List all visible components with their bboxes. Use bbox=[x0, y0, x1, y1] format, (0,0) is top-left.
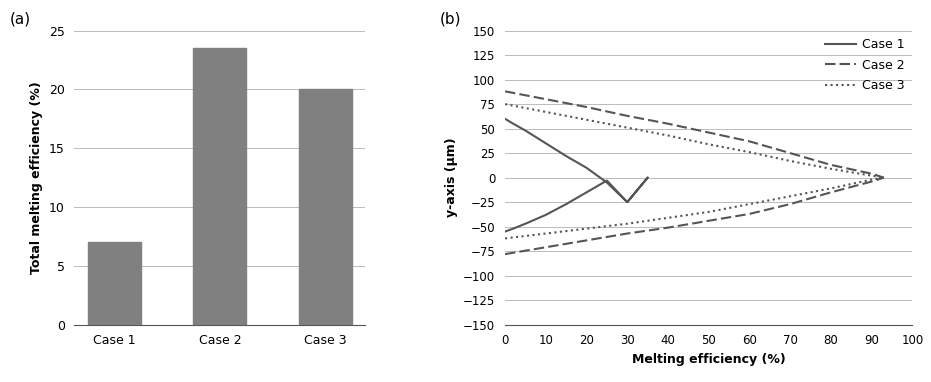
Line: Case 3: Case 3 bbox=[505, 104, 884, 178]
Bar bbox=[88, 242, 141, 325]
Case 1 bbox=[601, 178, 613, 183]
Text: (b): (b) bbox=[439, 11, 462, 26]
Case 1 bbox=[642, 175, 654, 180]
Case 1 bbox=[507, 121, 519, 126]
Text: (a): (a) bbox=[9, 11, 31, 26]
Case 3 bbox=[866, 173, 877, 178]
Y-axis label: Total melting efficiency (%): Total melting efficiency (%) bbox=[31, 81, 44, 274]
Case 1 bbox=[519, 222, 531, 226]
Line: Case 1: Case 1 bbox=[505, 119, 648, 231]
Case 2 bbox=[866, 172, 877, 176]
Case 1 bbox=[601, 180, 613, 185]
Case 1 bbox=[519, 128, 531, 133]
Y-axis label: y-axis (μm): y-axis (μm) bbox=[444, 138, 457, 217]
Case 3 bbox=[825, 167, 836, 171]
Case 2 bbox=[540, 97, 551, 102]
Case 2 bbox=[703, 130, 714, 135]
Case 2 bbox=[581, 105, 592, 109]
Case 3 bbox=[878, 175, 889, 180]
Case 3 bbox=[703, 142, 714, 147]
Case 1 bbox=[581, 190, 592, 194]
Case 2 bbox=[785, 151, 796, 155]
Case 1 bbox=[560, 154, 572, 159]
Case 1 bbox=[622, 200, 633, 204]
X-axis label: Melting efficiency (%): Melting efficiency (%) bbox=[632, 353, 786, 366]
Case 3 bbox=[581, 118, 592, 122]
Case 3 bbox=[499, 102, 510, 107]
Case 1 bbox=[642, 175, 654, 180]
Case 2 bbox=[622, 113, 633, 118]
Case 2 bbox=[878, 175, 889, 180]
Case 2 bbox=[744, 139, 755, 144]
Case 3 bbox=[540, 110, 551, 114]
Case 3 bbox=[744, 150, 755, 154]
Case 1 bbox=[622, 200, 633, 204]
Case 1 bbox=[499, 117, 510, 121]
Case 2 bbox=[499, 89, 510, 94]
Case 1 bbox=[540, 141, 551, 146]
Case 1 bbox=[540, 213, 551, 217]
Case 3 bbox=[622, 125, 633, 130]
Case 1 bbox=[581, 165, 592, 170]
Case 1 bbox=[499, 229, 510, 234]
Bar bbox=[194, 48, 247, 325]
Case 1 bbox=[560, 202, 572, 206]
Case 1 bbox=[507, 226, 519, 231]
Case 2 bbox=[825, 163, 836, 167]
Legend: Case 1, Case 2, Case 3: Case 1, Case 2, Case 3 bbox=[820, 33, 910, 97]
Case 3 bbox=[785, 159, 796, 163]
Bar bbox=[299, 89, 352, 325]
Case 3 bbox=[663, 133, 674, 138]
Case 2 bbox=[663, 121, 674, 126]
Line: Case 2: Case 2 bbox=[505, 91, 884, 178]
